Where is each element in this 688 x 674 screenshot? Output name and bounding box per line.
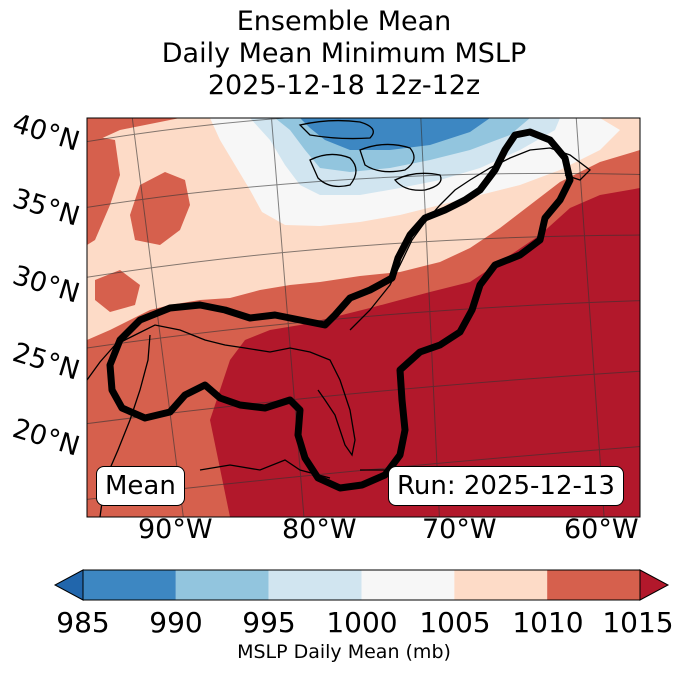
field-1010-patch-1 xyxy=(87,135,120,245)
run-label-box: Run: 2025-12-13 xyxy=(388,466,624,506)
title-line-3: 2025-12-18 12z-12z xyxy=(207,70,481,101)
colorbar-tick-1015: 1015 xyxy=(602,606,674,639)
mean-label-box: Mean xyxy=(96,466,185,506)
lon-label-70w: 70°W xyxy=(422,514,497,545)
colorbar-segment-1000 xyxy=(361,570,455,600)
colorbar-segment-1005 xyxy=(454,570,548,600)
title-line-2: Daily Mean Minimum MSLP xyxy=(161,38,527,69)
colorbar-tick-1010: 1010 xyxy=(512,606,584,639)
field-1010-patch-3 xyxy=(95,270,140,312)
colorbar-frame xyxy=(82,569,641,601)
colorbar-extend-high xyxy=(639,569,670,601)
bold-contour xyxy=(106,128,574,492)
colorbar-segment-985 xyxy=(83,570,176,600)
colorbar-segment-995 xyxy=(268,570,362,600)
colorbar-tick-1000: 1000 xyxy=(326,606,398,639)
colorbar-segment-990 xyxy=(175,570,269,600)
colorbar-tick-1005: 1005 xyxy=(419,606,491,639)
colorbar-segment-1010 xyxy=(547,570,640,600)
field-985-990 xyxy=(300,118,490,150)
field-1010-patch-2 xyxy=(130,172,190,245)
lon-label-60w: 60°W xyxy=(564,514,639,545)
lon-label-80w: 80°W xyxy=(282,514,357,545)
colorbar-tick-995: 995 xyxy=(242,606,296,639)
colorbar-extend-low xyxy=(53,569,84,601)
map-frame xyxy=(86,117,641,518)
lon-label-90w: 90°W xyxy=(138,514,213,545)
colorbar-tick-990: 990 xyxy=(149,606,203,639)
title-line-1: Ensemble Mean xyxy=(236,6,452,37)
colorbar-label: MSLP Daily Mean (mb) xyxy=(237,641,451,663)
colorbar-tick-985: 985 xyxy=(56,606,110,639)
